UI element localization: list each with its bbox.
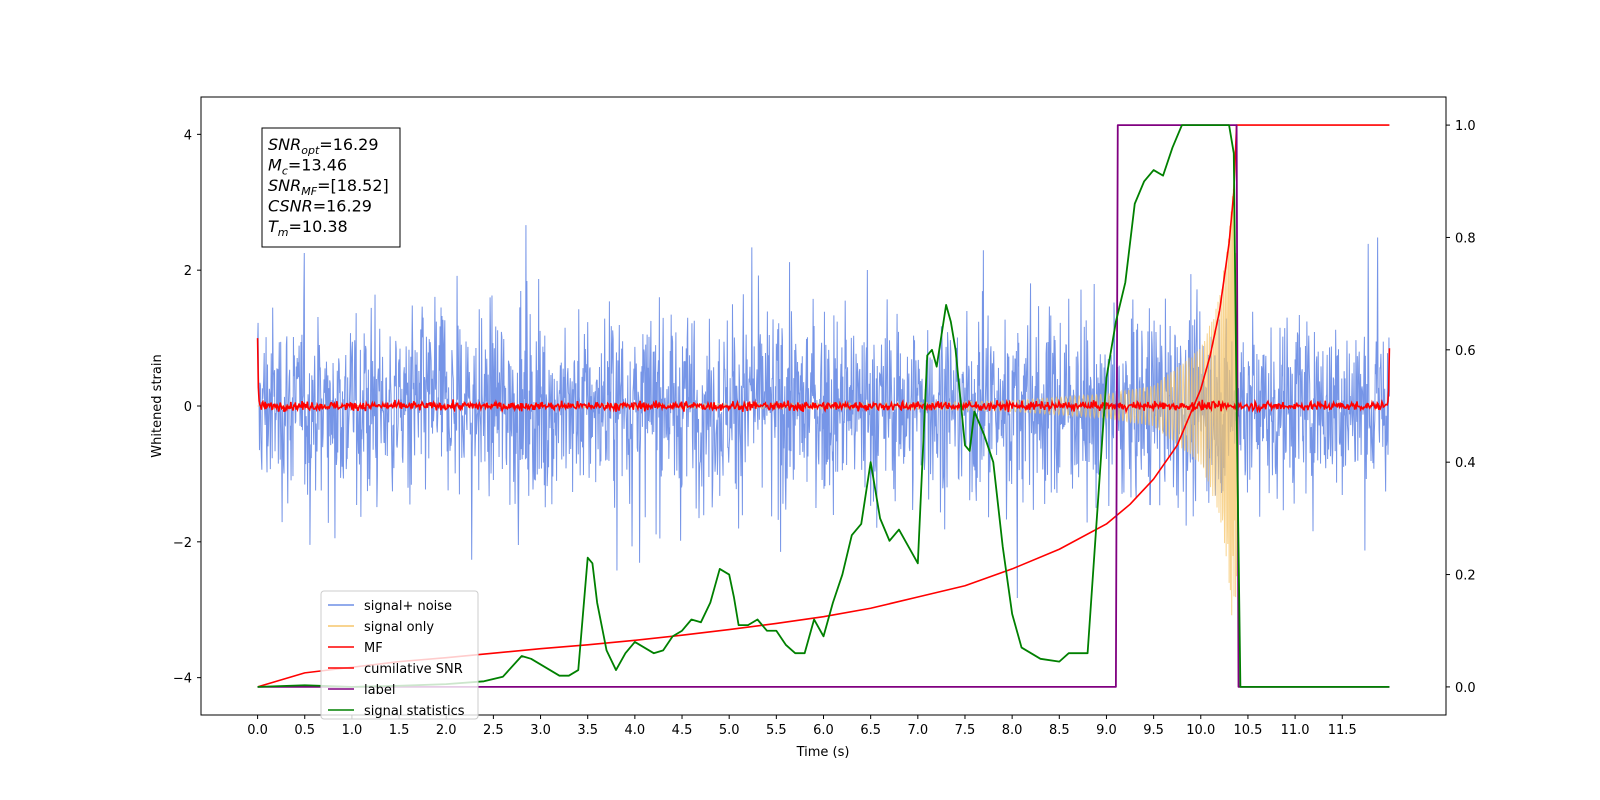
y-right-tick-label: 0.4	[1455, 456, 1476, 471]
legend-label-signal-statistics: signal statistics	[364, 704, 465, 719]
series-mf	[256, 338, 1391, 415]
y-left-tick-label: 0	[184, 400, 192, 415]
x-axis: 0.0 0.5 1.0 1.5 2.0 2.5 3.0 3.5 4.0 4.5 5.0 5.5 6.0 6…	[247, 715, 1357, 738]
legend-label-signal-noise: signal+ noise	[364, 599, 452, 614]
stats-box-frame	[261, 127, 401, 248]
x-tick-label: 4.0	[625, 723, 646, 738]
legend-label-cumilative-snr: cumilative SNR	[364, 662, 463, 677]
y-right-tick-label: 0.8	[1455, 231, 1476, 246]
stat-line-t-m: Tm=10.38	[268, 217, 348, 239]
y-axis-left: −4 −2 0 2 4	[173, 128, 201, 687]
y-right-tick-label: 0.0	[1455, 681, 1476, 696]
x-tick-label: 10.5	[1233, 723, 1262, 738]
x-tick-label: 4.5	[672, 723, 693, 738]
y-right-tick-label: 0.6	[1455, 344, 1476, 359]
legend-label-label: label	[364, 683, 395, 698]
x-axis-label: Time (s)	[796, 745, 850, 760]
y-axis-right: 0.0 0.2 0.4 0.6 0.8 1.0	[1446, 119, 1476, 696]
x-tick-label: 1.5	[389, 723, 410, 738]
stat-line-csnr: CSNR=16.29	[268, 197, 372, 216]
y-axis-label-left: Whitened strain	[150, 354, 165, 457]
y-left-tick-label: 4	[184, 128, 192, 143]
series-cumilative-snr	[257, 124, 1390, 688]
x-tick-label: 2.5	[483, 723, 504, 738]
stat-line-m-c: Mc=13.46	[268, 156, 347, 178]
x-tick-label: 2.0	[436, 723, 457, 738]
x-tick-label: 5.0	[719, 723, 740, 738]
x-tick-label: 0.5	[294, 723, 315, 738]
y-left-tick-label: −4	[173, 672, 192, 687]
series-signal-statistics	[257, 124, 1390, 688]
legend-label-mf: MF	[364, 641, 383, 656]
stat-line-snr-opt: SNRopt=16.29	[268, 135, 379, 157]
x-tick-label: 11.5	[1328, 723, 1357, 738]
x-tick-label: 7.5	[955, 723, 976, 738]
y-left-tick-label: −2	[173, 536, 192, 551]
x-tick-label: 8.0	[1002, 723, 1023, 738]
legend-frame	[320, 590, 479, 720]
legend: signal+ noise signal only MF cumilative SNR…	[320, 590, 479, 720]
x-tick-label: 5.5	[766, 723, 787, 738]
stat-line-snr-mf: SNRMF=[18.52]	[268, 176, 389, 198]
x-tick-label: 9.0	[1096, 723, 1117, 738]
x-tick-label: 8.5	[1049, 723, 1070, 738]
x-tick-label: 9.5	[1143, 723, 1164, 738]
y-left-tick-label: 2	[184, 264, 192, 279]
x-tick-label: 6.0	[813, 723, 834, 738]
x-tick-label: 11.0	[1281, 723, 1310, 738]
y-right-tick-label: 0.2	[1455, 569, 1476, 584]
legend-label-signal-only: signal only	[364, 620, 434, 635]
y-right-tick-label: 1.0	[1455, 119, 1476, 134]
x-tick-label: 0.0	[247, 723, 268, 738]
x-tick-label: 3.0	[530, 723, 551, 738]
x-tick-label: 6.5	[860, 723, 881, 738]
x-tick-label: 1.0	[342, 723, 363, 738]
x-tick-label: 10.0	[1186, 723, 1215, 738]
series-layer	[256, 124, 1391, 688]
stats-annotation-box: SNRopt=16.29Mc=13.46SNRMF=[18.52]CSNR=16…	[261, 127, 401, 248]
x-tick-label: 3.5	[577, 723, 598, 738]
x-tick-label: 7.0	[907, 723, 928, 738]
